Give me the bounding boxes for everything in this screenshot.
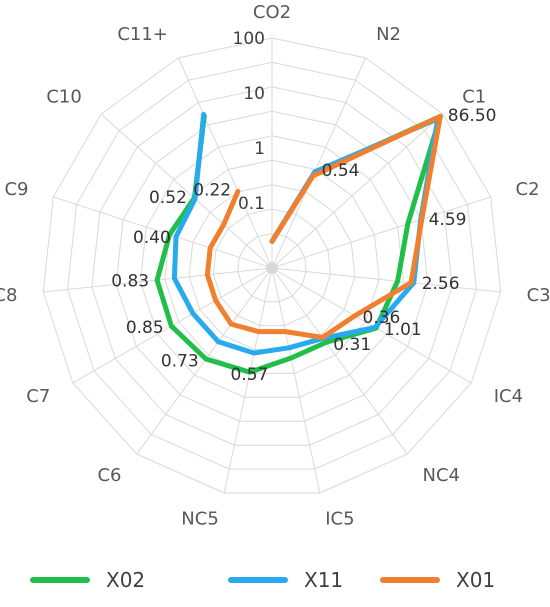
grid-spoke (271, 57, 367, 269)
category-label: C2 (516, 179, 540, 200)
axis-tick-label: 1 (254, 139, 265, 159)
data-label: 4.59 (429, 210, 467, 230)
legend-swatch-x02 (30, 577, 90, 583)
category-label: IC4 (494, 386, 523, 407)
data-label: 0.22 (193, 181, 231, 201)
radar-grid (42, 37, 502, 494)
category-label: CO2 (253, 2, 291, 23)
grid-spoke (271, 267, 501, 293)
category-labels: CO2 N2 C1 C2 C3 IC4 NC4 IC5 NC5 C6 C7 C8 C9 C10 C11+ (0, 2, 550, 529)
grid-ring (212, 208, 332, 327)
legend-swatch-x01 (380, 577, 440, 583)
series-lines (154, 111, 443, 375)
legend-label-x02: X02 (106, 568, 146, 592)
legend-item-x11: X11 (228, 568, 343, 592)
grid-ring (115, 110, 429, 422)
data-label: 0.85 (126, 318, 164, 338)
grid-spoke (223, 267, 273, 494)
data-label: 0.73 (161, 352, 199, 372)
grid-spoke (53, 196, 273, 269)
legend: X02 X11 X01 (0, 560, 550, 600)
legend-item-x02: X02 (30, 568, 145, 592)
category-label: C8 (0, 285, 17, 306)
grid-spoke (271, 267, 408, 455)
series-line-x01 (204, 113, 443, 340)
data-label: 0.57 (230, 365, 268, 385)
data-label: 1.01 (384, 320, 422, 340)
category-label: NC5 (181, 508, 219, 529)
category-label: C7 (26, 386, 50, 407)
category-label: C1 (462, 87, 486, 108)
data-labels: 86.50 0.54 4.59 2.56 0.361.01 0.31 0.57 0.73 0.8… (111, 106, 496, 385)
category-label: C6 (97, 465, 121, 486)
axis-tick-label: 0.1 (238, 194, 265, 214)
grid-spoke (271, 113, 444, 269)
grid-spoke (271, 267, 321, 494)
legend-label-x01: X01 (456, 568, 496, 592)
radial-axis-ticks: 0.1 1 10 100 (233, 29, 265, 214)
series-line-x02 (154, 113, 443, 375)
data-label: 0.54 (322, 161, 360, 181)
axis-tick-label: 10 (243, 84, 265, 104)
data-label: 0.52 (149, 188, 187, 208)
axis-tick-label: 100 (233, 29, 265, 49)
category-label: C10 (46, 87, 81, 108)
data-label: 0.31 (333, 335, 371, 355)
grid-spoke (136, 267, 273, 455)
category-label: C3 (527, 285, 550, 306)
category-label: IC5 (325, 508, 354, 529)
center-dot (266, 262, 278, 274)
grid-ring (67, 61, 477, 470)
legend-swatch-x11 (228, 577, 288, 583)
legend-item-x01: X01 (380, 568, 495, 592)
data-label: 2.56 (422, 274, 460, 294)
grid-ring (139, 135, 405, 398)
legend-label-x11: X11 (304, 568, 344, 592)
grid-ring (42, 37, 502, 494)
grid-spoke (271, 196, 491, 269)
grid-ring (237, 233, 307, 303)
data-label: 0.40 (133, 228, 171, 248)
category-label: C11+ (117, 24, 168, 45)
category-label: N2 (376, 24, 401, 45)
data-label: 0.83 (111, 271, 149, 291)
category-label: C9 (4, 179, 28, 200)
grid-spoke (177, 57, 273, 269)
data-label: 0.36 (363, 308, 401, 328)
grid-spoke (100, 113, 273, 269)
grid-spoke (271, 267, 472, 384)
category-label: NC4 (423, 465, 461, 486)
data-label: 86.50 (448, 106, 497, 126)
